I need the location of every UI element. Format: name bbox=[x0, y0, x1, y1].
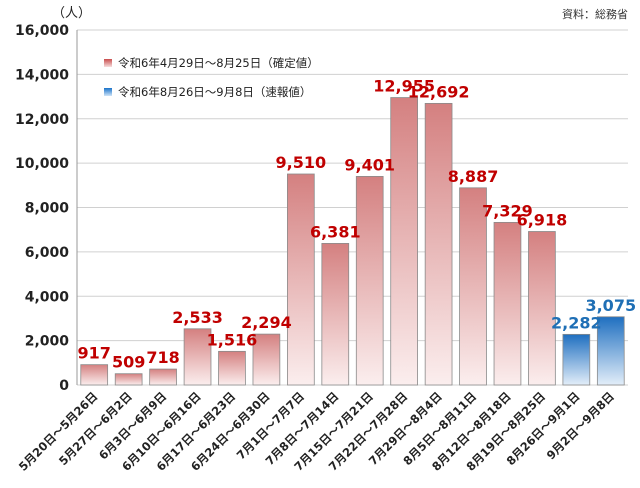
bar-7 bbox=[321, 243, 350, 386]
legend-swatch-confirmed bbox=[104, 59, 112, 67]
bar-9 bbox=[390, 97, 418, 386]
value-label-7: 6,381 bbox=[310, 222, 361, 241]
y-tick-label: 16,000 bbox=[15, 23, 69, 39]
bars bbox=[80, 97, 625, 386]
value-label-8: 9,401 bbox=[344, 155, 395, 174]
y-tick-label: 14,000 bbox=[15, 67, 69, 83]
legend-label-preliminary: 令和6年8月26日～9月8日（速報値） bbox=[118, 85, 312, 99]
legend-item-preliminary: 令和6年8月26日～9月8日（速報値） bbox=[104, 84, 311, 100]
bar-14 bbox=[562, 333, 591, 386]
value-label-12: 7,329 bbox=[482, 201, 533, 220]
y-tick-label: 6,000 bbox=[25, 245, 70, 261]
legend-item-confirmed: 令和6年4月29日～8月25日（確定値） bbox=[104, 55, 319, 71]
y-axis-unit: （人） bbox=[52, 6, 92, 21]
bar-4 bbox=[218, 350, 246, 386]
value-label-3: 2,533 bbox=[172, 308, 223, 327]
value-label-10: 12,692 bbox=[408, 82, 470, 101]
y-tick-label: 10,000 bbox=[15, 156, 69, 172]
value-label-15: 3,075 bbox=[585, 296, 636, 315]
bar-11 bbox=[459, 187, 487, 386]
bar-3 bbox=[183, 328, 212, 386]
legend-swatch-preliminary bbox=[104, 88, 112, 96]
bar-8 bbox=[355, 176, 384, 386]
bar-10 bbox=[424, 102, 453, 386]
bar-1 bbox=[114, 373, 143, 386]
value-label-0: 917 bbox=[78, 344, 111, 363]
y-tick-label: 0 bbox=[59, 378, 69, 394]
value-label-1: 509 bbox=[112, 353, 145, 372]
value-label-14: 2,282 bbox=[551, 313, 602, 332]
value-label-4: 1,516 bbox=[207, 330, 258, 349]
value-label-11: 8,887 bbox=[448, 167, 499, 186]
value-label-2: 718 bbox=[146, 348, 179, 367]
bar-15 bbox=[596, 316, 625, 386]
y-tick-label: 8,000 bbox=[25, 201, 70, 217]
bar-6 bbox=[287, 173, 315, 386]
legend-label-confirmed: 令和6年4月29日～8月25日（確定値） bbox=[118, 56, 319, 70]
y-axis-ticks: 0 2,000 4,000 6,000 8,000 10,000 12,000 14,000 1… bbox=[15, 23, 69, 394]
bar-5 bbox=[252, 333, 281, 386]
bar-0 bbox=[80, 364, 109, 386]
value-label-5: 2,294 bbox=[241, 313, 292, 332]
x-axis-ticks: 5月20日～5月26日5月27日～6月2日6月3日～6月9日6月10日～6月16… bbox=[16, 389, 617, 474]
bar-12 bbox=[493, 221, 522, 386]
value-label-6: 9,510 bbox=[276, 153, 327, 172]
value-label-9: 12,955 bbox=[373, 77, 435, 96]
y-tick-label: 4,000 bbox=[25, 289, 70, 305]
value-label-13: 6,918 bbox=[517, 211, 568, 230]
grid-lines bbox=[76, 29, 628, 386]
source-note: 資料：総務省 bbox=[562, 8, 628, 21]
bar-13 bbox=[528, 231, 556, 386]
y-tick-label: 2,000 bbox=[25, 334, 70, 350]
y-tick-label: 12,000 bbox=[15, 112, 69, 128]
bar-2 bbox=[149, 368, 177, 386]
